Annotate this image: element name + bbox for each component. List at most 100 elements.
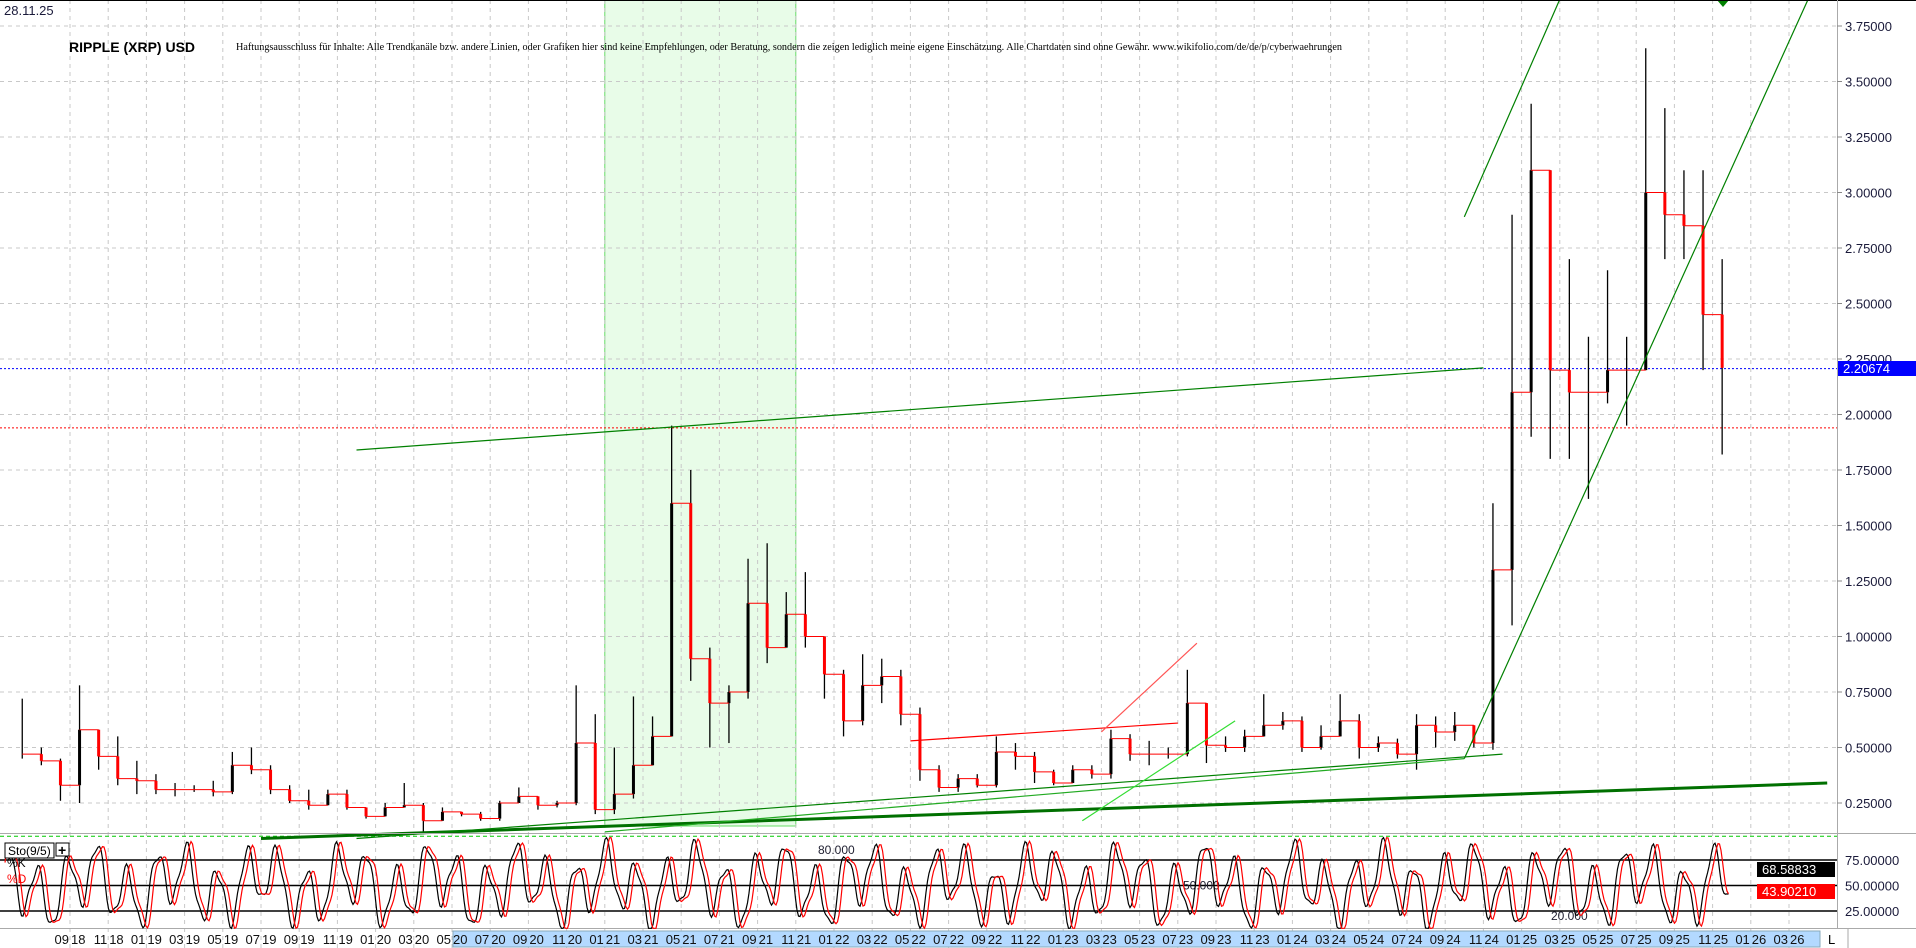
d-value: 43.90210 — [1762, 884, 1816, 899]
x-tick-label-month: 03 — [398, 932, 412, 947]
x-tick-label-month: 09 — [1201, 932, 1215, 947]
x-tick-label-month: 09 — [55, 932, 69, 947]
horizontal-lines — [0, 368, 1837, 837]
x-tick-label-month: 05 — [895, 932, 909, 947]
x-tick-label-year: 21 — [682, 932, 696, 947]
y-tick-label: 1.25000 — [1845, 574, 1892, 589]
x-tick-label-month: 09 — [284, 932, 298, 947]
x-tick-label-year: 20 — [453, 932, 467, 947]
x-tick-label-year: 21 — [644, 932, 658, 947]
date-axis[interactable]: 09 18 11 18 01 19 03 19 05 19 07 19 09 19 11 19 01 20 03 20… — [55, 932, 1805, 947]
trendline — [1081, 720, 1236, 822]
x-tick-label-year: 26 — [1752, 932, 1766, 947]
x-tick-label-year: 20 — [377, 932, 391, 947]
x-tick-label-year: 26 — [1790, 932, 1804, 947]
x-tick-label-month: 03 — [1315, 932, 1329, 947]
x-tick-label-year: 22 — [988, 932, 1002, 947]
add-indicator-icon: + — [58, 842, 66, 858]
marker-triangle-icon — [1717, 0, 1729, 7]
x-tick-label-month: 01 — [1735, 932, 1749, 947]
x-tick-label-year: 23 — [1141, 932, 1155, 947]
y-tick-label: 2.00000 — [1845, 408, 1892, 423]
trendline — [1463, 0, 1561, 218]
x-tick-label-year: 25 — [1637, 932, 1651, 947]
last-price-badge — [1838, 361, 1916, 376]
trendline — [356, 753, 1503, 840]
stochastic-k-line — [4, 836, 1729, 930]
indicator-label: Sto(9/5) — [8, 844, 51, 858]
log-scale-toggle: L — [1828, 932, 1835, 947]
x-tick-label-year: 20 — [529, 932, 543, 947]
x-tick-label-year: 24 — [1446, 932, 1460, 947]
x-tick-label-month: 07 — [704, 932, 718, 947]
date-axis-selection[interactable] — [452, 930, 1821, 948]
y-tick-label: 3.75000 — [1845, 19, 1892, 34]
x-tick-label-year: 23 — [1179, 932, 1193, 947]
trendline — [260, 781, 1828, 841]
x-tick-label-month: 11 — [552, 932, 566, 947]
highlight-zone — [604, 0, 797, 827]
chart-date: 28.11.25 — [4, 3, 54, 18]
x-tick-label-month: 07 — [933, 932, 947, 947]
x-tick-label-year: 23 — [1255, 932, 1269, 947]
x-tick-label-month: 11 — [323, 932, 337, 947]
x-tick-label-month: 03 — [857, 932, 871, 947]
x-tick-label-year: 20 — [568, 932, 582, 947]
y-tick-label: 2.75000 — [1845, 241, 1892, 256]
x-tick-label-year: 25 — [1523, 932, 1537, 947]
x-tick-label-year: 24 — [1370, 932, 1384, 947]
x-tick-label-month: 01 — [589, 932, 603, 947]
k-value: 68.58833 — [1762, 862, 1816, 877]
trendline — [1100, 642, 1198, 733]
price-axis[interactable]: 3.75000 3.50000 3.25000 3.00000 2.75000 2.500… — [1837, 19, 1892, 811]
x-tick-label-year: 25 — [1561, 932, 1575, 947]
x-tick-label-year: 24 — [1332, 932, 1346, 947]
x-tick-label-year: 21 — [606, 932, 620, 947]
stochastic-tick-label: 75.00000 — [1845, 853, 1899, 868]
y-tick-label: 3.00000 — [1845, 186, 1892, 201]
add-indicator-button[interactable] — [55, 842, 70, 857]
x-tick-label-year: 20 — [491, 932, 505, 947]
k-value-badge — [1757, 862, 1835, 877]
x-tick-label-month: 03 — [169, 932, 183, 947]
x-tick-label-month: 11 — [781, 932, 795, 947]
stochastic-d-line — [4, 836, 1730, 930]
y-tick-label: 0.50000 — [1845, 741, 1892, 756]
x-tick-label-year: 24 — [1408, 932, 1422, 947]
x-tick-label-year: 19 — [338, 932, 352, 947]
chart-title: RIPPLE (XRP) USD — [69, 39, 195, 55]
x-tick-label-year: 21 — [720, 932, 734, 947]
x-tick-label-year: 23 — [1217, 932, 1231, 947]
y-tick-label: 0.75000 — [1845, 685, 1892, 700]
x-tick-label-month: 03 — [628, 932, 642, 947]
x-tick-label-month: 01 — [1048, 932, 1062, 947]
x-tick-label-year: 25 — [1714, 932, 1728, 947]
x-tick-label-month: 09 — [1659, 932, 1673, 947]
x-tick-label-year: 22 — [911, 932, 925, 947]
x-tick-label-year: 19 — [224, 932, 238, 947]
x-tick-label-month: 07 — [1621, 932, 1635, 947]
x-tick-label-month: 05 — [1124, 932, 1138, 947]
trendline — [1463, 0, 1809, 759]
stochastic-level-label: 80.000 — [818, 843, 855, 857]
x-tick-label-month: 05 — [666, 932, 680, 947]
stochastic-level-label: 50.000 — [1183, 879, 1220, 893]
x-tick-label-month: 09 — [1430, 932, 1444, 947]
y-tick-label: 0.25000 — [1845, 796, 1892, 811]
indicator-label-box[interactable] — [4, 842, 55, 859]
x-tick-label-month: 05 — [437, 932, 451, 947]
x-tick-label-year: 22 — [950, 932, 964, 947]
y-tick-label: 1.75000 — [1845, 463, 1892, 478]
x-tick-label-month: 11 — [1011, 932, 1025, 947]
x-tick-label-year: 21 — [759, 932, 773, 947]
trendlines — [260, 0, 1828, 841]
x-tick-label-year: 21 — [797, 932, 811, 947]
x-tick-label-month: 03 — [1774, 932, 1788, 947]
x-tick-label-month: 03 — [1086, 932, 1100, 947]
x-tick-label-month: 09 — [513, 932, 527, 947]
x-tick-label-month: 07 — [475, 932, 489, 947]
y-tick-label: 2.50000 — [1845, 297, 1892, 312]
x-tick-label-month: 01 — [131, 932, 145, 947]
